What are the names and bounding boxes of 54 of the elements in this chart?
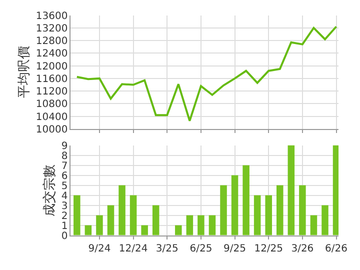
- bar: [96, 215, 103, 236]
- y-tick-label: 11600: [36, 74, 68, 85]
- y-tick-label: 11200: [36, 86, 68, 98]
- y-tick-label: 0: [61, 230, 68, 242]
- x-tick-label: 6/25: [190, 243, 212, 254]
- y-tick-label: 13200: [36, 23, 68, 34]
- y-tick-label: 2: [61, 210, 68, 222]
- bar: [332, 145, 339, 236]
- y-tick-label: 7: [61, 160, 68, 172]
- x-tick-label: 3/26: [291, 243, 314, 254]
- bar: [299, 185, 306, 236]
- bar: [254, 195, 261, 236]
- y-tick-label: 4: [61, 190, 68, 202]
- bar: [265, 195, 272, 236]
- bar: [152, 205, 160, 236]
- bar: [231, 175, 238, 236]
- y-tick-label: 1: [61, 220, 68, 232]
- y-axis-title: 平均呎價: [16, 46, 32, 98]
- bar: [175, 225, 182, 236]
- y-tick-label: 8: [61, 150, 68, 162]
- bar: [107, 205, 114, 236]
- y-tick-label: 6: [61, 170, 68, 182]
- bar: [84, 225, 92, 236]
- bar: [141, 225, 148, 236]
- y-tick-label: 12800: [36, 36, 68, 48]
- x-tick-label: 12/25: [254, 243, 284, 254]
- bar: [118, 185, 126, 236]
- x-tick-label: 3/25: [156, 243, 178, 254]
- bar: [74, 195, 80, 236]
- y-tick-label: 3: [61, 200, 68, 212]
- x-tick-label: 9/24: [88, 243, 111, 254]
- line-series: [76, 26, 338, 122]
- y-tick-label: 10800: [36, 99, 68, 110]
- bar: [310, 215, 318, 236]
- x-tick-label: 9/25: [224, 243, 246, 254]
- y-axis-title: 成交宗數: [41, 164, 58, 216]
- bar: [198, 215, 204, 236]
- bar: [276, 185, 284, 236]
- bar: [242, 165, 250, 236]
- bar: [322, 205, 328, 236]
- y-tick-label: 12000: [36, 61, 68, 72]
- bar: [208, 215, 216, 236]
- y-tick-label: 13600: [36, 10, 68, 22]
- bar: [130, 195, 137, 236]
- bar: [288, 145, 295, 236]
- x-tick-label: 12/24: [118, 243, 148, 254]
- y-tick-label: 10400: [36, 112, 68, 123]
- y-tick-label: 9: [61, 140, 68, 152]
- x-tick-label: 6/26: [325, 243, 348, 254]
- y-tick-label: 12400: [36, 48, 68, 60]
- bar: [186, 215, 194, 236]
- bar: [220, 185, 227, 236]
- y-tick-label: 5: [61, 180, 68, 192]
- y-tick-label: 10000: [36, 124, 68, 136]
